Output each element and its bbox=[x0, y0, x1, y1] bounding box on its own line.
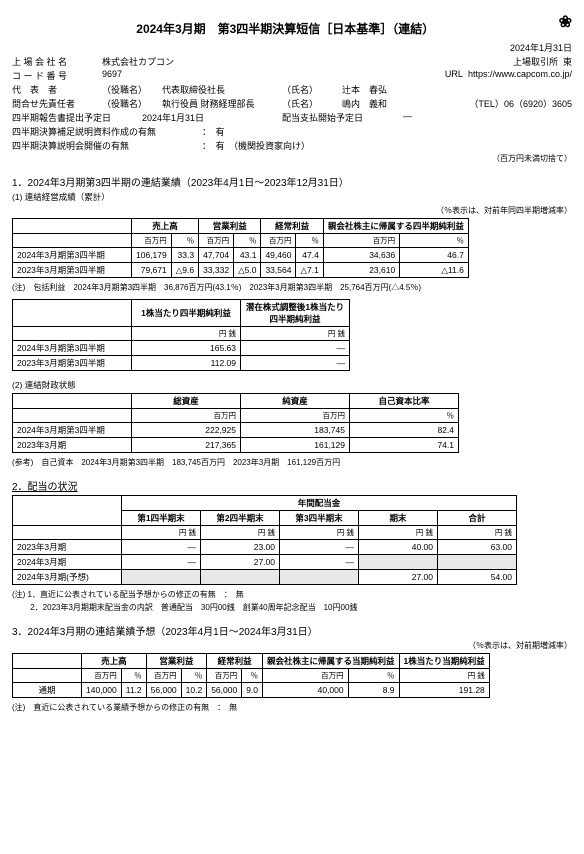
url[interactable]: https://www.capcom.co.jp/ bbox=[468, 69, 572, 82]
s1-title: 1．2024年3月期第3四半期の連結業績（2023年4月1日～2023年12月3… bbox=[12, 174, 572, 189]
code-label: コ ー ド 番 号 bbox=[12, 69, 102, 82]
filing-date: 2024年1月31日 bbox=[142, 111, 242, 124]
company-info: 上 場 会 社 名 株式会社カプコン 上場取引所 東 コ ー ド 番 号 969… bbox=[12, 55, 572, 152]
supp2-label: 四半期決算説明会開催の有無 bbox=[12, 139, 202, 152]
fasf-logo: ❀ bbox=[559, 12, 572, 32]
s1-t1-note: (注) 包括利益 2024年3月期第3四半期 36,876百万円(43.1％) … bbox=[12, 282, 572, 293]
tel: 06（6920）3605 bbox=[504, 97, 572, 110]
rounding-note: （百万円未満切捨て） bbox=[12, 153, 572, 164]
s3-note: (注) 直近に公表されている業績予想からの修正の有無 ： 無 bbox=[12, 702, 572, 713]
company-name-label: 上 場 会 社 名 bbox=[12, 55, 102, 68]
results-table: 売上高営業利益経常利益親会社株主に帰属する四半期純利益百万円％百万円％百万円％百… bbox=[12, 218, 469, 278]
contact-name: 嶋内 義和 bbox=[342, 97, 422, 110]
s1-t1-sub: (1) 連結経営成績（累計） bbox=[12, 191, 572, 203]
supp2: ： 有 （機関投資家向け） bbox=[202, 139, 310, 152]
s1-t1-pctnote: （％表示は、対前年同四半期増減率） bbox=[12, 205, 572, 216]
contact-name-label: （氏名） bbox=[282, 97, 342, 110]
s2-note1: (注) 1．直近に公表されている配当予想からの修正の有無 ： 無 bbox=[12, 589, 572, 600]
divdate-label: 配当支払開始予定日 bbox=[282, 111, 363, 124]
tel-label: （TEL） bbox=[469, 97, 504, 110]
s2-title: 2．配当の状況 bbox=[12, 478, 572, 493]
contact-role: （役職名） bbox=[102, 97, 162, 110]
contact-label: 問合せ先責任者 bbox=[12, 97, 102, 110]
rep-label: 代 表 者 bbox=[12, 83, 102, 96]
page-title: 2024年3月期 第3四半期決算短信［日本基準］（連結） bbox=[12, 20, 572, 37]
supp1-label: 四半期決算補足説明資料作成の有無 bbox=[12, 125, 202, 138]
s3-pctnote: （％表示は、対前期増減率） bbox=[12, 640, 572, 651]
exchange: 東 bbox=[563, 55, 572, 68]
rep-name-label: （氏名） bbox=[282, 83, 342, 96]
divdate: ― bbox=[403, 111, 412, 124]
s1-t2-sub: (2) 連結財政状態 bbox=[12, 379, 572, 391]
company-name: 株式会社カプコン bbox=[102, 55, 174, 68]
filing-label: 四半期報告書提出予定日 bbox=[12, 111, 142, 124]
url-label: URL bbox=[445, 69, 463, 82]
s3-title: 3．2024年3月期の連結業績予想（2023年4月1日～2024年3月31日） bbox=[12, 623, 572, 638]
eps-table: 1株当たり四半期純利益潜在株式調整後1株当たり四半期純利益円 銭円 銭2024年… bbox=[12, 299, 350, 371]
supp1: ： 有 bbox=[202, 125, 225, 138]
s1-t2-note: (参考) 自己資本 2024年3月期第3四半期 183,745百万円 2023年… bbox=[12, 457, 572, 468]
code: 9697 bbox=[102, 69, 122, 82]
rep-title: 代表取締役社長 bbox=[162, 83, 282, 96]
position-table: 総資産純資産自己資本比率百万円百万円％2024年3月期第3四半期222,9251… bbox=[12, 393, 459, 453]
s2-note2: 2．2023年3月期期末配当金の内訳 普通配当 30円00銭 創業40周年記念配… bbox=[12, 602, 572, 613]
issue-date: 2024年1月31日 bbox=[12, 41, 572, 54]
rep-role: （役職名） bbox=[102, 83, 162, 96]
contact-title: 執行役員 財務経理部長 bbox=[162, 97, 282, 110]
exchange-label: 上場取引所 bbox=[513, 55, 558, 68]
forecast-table: 売上高営業利益経常利益親会社株主に帰属する当期純利益1株当たり当期純利益百万円％… bbox=[12, 653, 490, 698]
dividend-table: 年間配当金第1四半期末第2四半期末第3四半期末期末合計円 銭円 銭円 銭円 銭円… bbox=[12, 495, 517, 585]
rep-name: 辻本 春弘 bbox=[342, 83, 387, 96]
